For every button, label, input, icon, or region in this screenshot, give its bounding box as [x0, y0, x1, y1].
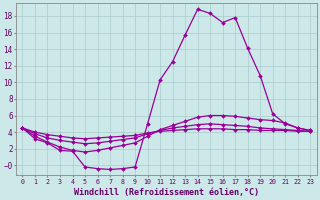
X-axis label: Windchill (Refroidissement éolien,°C): Windchill (Refroidissement éolien,°C) — [74, 188, 259, 197]
